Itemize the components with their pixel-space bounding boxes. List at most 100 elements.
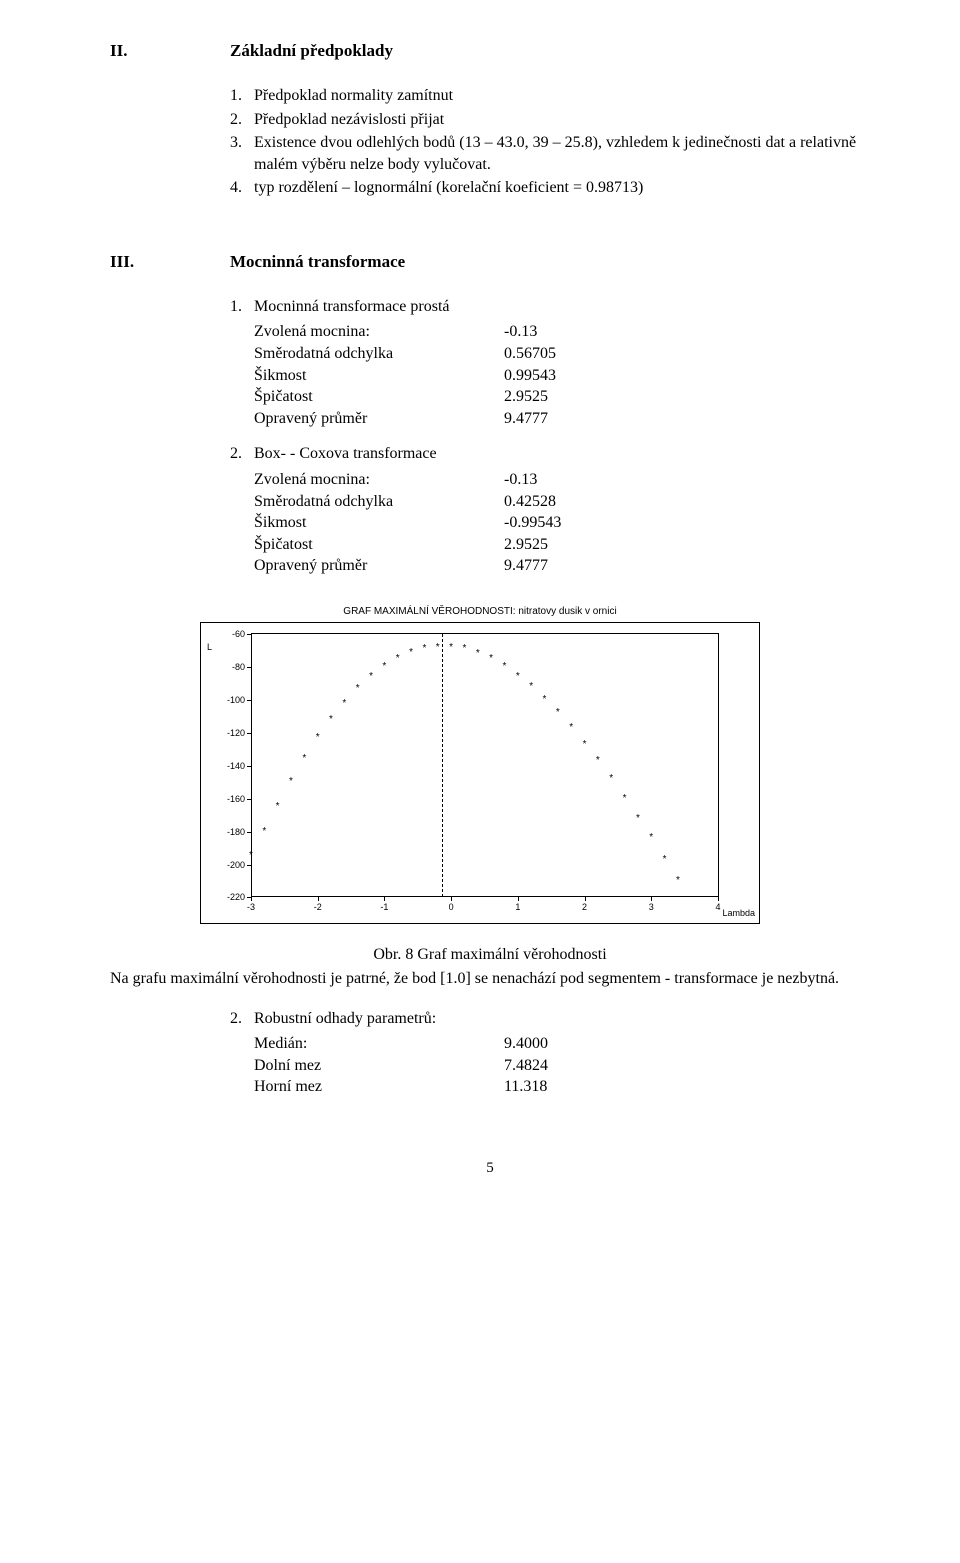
pair-row: Opravený průměr9.4777 [254, 555, 870, 577]
y-tick-label: -220 [227, 891, 245, 903]
list-item-num: 1. [230, 85, 254, 107]
pair-key: Šikmost [254, 365, 504, 387]
pair-value: 0.56705 [504, 343, 556, 365]
list-item: 3.Existence dvou odlehlých bodů (13 – 43… [230, 132, 870, 175]
list-item-text: Předpoklad nezávislosti přijat [254, 109, 870, 131]
chart-caption: Obr. 8 Graf maximální věrohodnosti [110, 944, 870, 966]
pair-row: Horní mez11.318 [254, 1076, 870, 1098]
x-tick-label: 2 [582, 901, 587, 913]
data-point: * [676, 879, 680, 883]
data-point: * [503, 665, 507, 669]
pair-row: Šikmost0.99543 [254, 365, 870, 387]
data-point: * [396, 657, 400, 661]
pair-key: Zvolená mocnina: [254, 469, 504, 491]
pair-value: -0.99543 [504, 512, 561, 534]
pair-value: 11.318 [504, 1076, 547, 1098]
data-point: * [663, 858, 667, 862]
pair-key: Směrodatná odchylka [254, 491, 504, 513]
data-point: * [649, 836, 653, 840]
data-point: * [462, 647, 466, 651]
list-item-text: typ rozdělení – lognormální (korelační k… [254, 177, 870, 199]
data-point: * [569, 726, 573, 730]
pair-key: Špičatost [254, 386, 504, 408]
list-item-num: 4. [230, 177, 254, 199]
pair-row: Šikmost-0.99543 [254, 512, 870, 534]
robust-title: Robustní odhady parametrů: [254, 1008, 436, 1030]
x-tick [718, 897, 719, 901]
y-tick [247, 733, 251, 734]
y-tick-label: -200 [227, 859, 245, 871]
pair-row: Směrodatná odchylka0.42528 [254, 491, 870, 513]
section-3-sub2: 2. Box- - Coxova transformace [230, 443, 870, 465]
pair-value: 0.42528 [504, 491, 556, 513]
data-point: * [302, 757, 306, 761]
x-tick-label: 4 [715, 901, 720, 913]
sub1-title: Mocninná transformace prostá [254, 296, 449, 318]
y-tick [247, 865, 251, 866]
data-point: * [449, 646, 453, 650]
y-tick-label: -100 [227, 694, 245, 706]
section-3-title: Mocninná transformace [230, 251, 405, 274]
data-point: * [262, 830, 266, 834]
data-point: * [329, 718, 333, 722]
pair-key: Opravený průměr [254, 408, 504, 430]
data-point: * [422, 647, 426, 651]
x-tick [585, 897, 586, 901]
pair-row: Zvolená mocnina:-0.13 [254, 321, 870, 343]
data-point: * [489, 657, 493, 661]
likelihood-chart: GRAF MAXIMÁLNÍ VĚROHODNOSTI: nitratovy d… [200, 605, 760, 925]
section-3-num: III. [110, 251, 230, 274]
list-item-text: Existence dvou odlehlých bodů (13 – 43.0… [254, 132, 870, 175]
pair-value: 9.4777 [504, 555, 548, 577]
pair-value: 9.4000 [504, 1033, 548, 1055]
x-axis-label: Lambda [722, 907, 755, 919]
x-tick-label: -2 [314, 901, 322, 913]
y-tick [247, 799, 251, 800]
x-tick-label: 3 [649, 901, 654, 913]
data-point: * [623, 797, 627, 801]
pair-value: 0.99543 [504, 365, 556, 387]
pair-key: Opravený průměr [254, 555, 504, 577]
robust-num: 2. [230, 1008, 254, 1030]
robust-heading: 2. Robustní odhady parametrů: [230, 1008, 870, 1030]
section-2-title: Základní předpoklady [230, 40, 393, 63]
chart-note: Na grafu maximální věrohodnosti je patrn… [110, 968, 870, 990]
y-tick-label: -140 [227, 760, 245, 772]
list-item-num: 3. [230, 132, 254, 175]
section-2-heading: II. Základní předpoklady [110, 40, 870, 63]
data-point: * [369, 675, 373, 679]
pair-value: 9.4777 [504, 408, 548, 430]
pair-key: Špičatost [254, 534, 504, 556]
list-item: 4.typ rozdělení – lognormální (korelační… [230, 177, 870, 199]
data-point: * [289, 780, 293, 784]
x-tick [251, 897, 252, 901]
pair-row: Špičatost2.9525 [254, 534, 870, 556]
x-tick-label: 1 [515, 901, 520, 913]
y-axis-letter: L [207, 641, 212, 653]
pair-value: 2.9525 [504, 386, 548, 408]
pair-row: Opravený průměr9.4777 [254, 408, 870, 430]
pair-row: Směrodatná odchylka0.56705 [254, 343, 870, 365]
x-tick [518, 897, 519, 901]
pair-value: -0.13 [504, 469, 537, 491]
pair-row: Zvolená mocnina:-0.13 [254, 469, 870, 491]
reference-vline [442, 634, 443, 897]
data-point: * [583, 743, 587, 747]
data-point: * [249, 854, 253, 858]
section-3-heading: III. Mocninná transformace [110, 251, 870, 274]
data-point: * [356, 687, 360, 691]
data-point: * [342, 702, 346, 706]
data-point: * [529, 685, 533, 689]
data-point: * [276, 805, 280, 809]
pair-value: 2.9525 [504, 534, 548, 556]
y-tick-label: -160 [227, 793, 245, 805]
x-axis [251, 896, 718, 897]
data-point: * [609, 777, 613, 781]
data-point: * [516, 675, 520, 679]
sub1-pairs: Zvolená mocnina:-0.13Směrodatná odchylka… [254, 321, 870, 429]
data-point: * [543, 698, 547, 702]
pair-key: Šikmost [254, 512, 504, 534]
x-tick-label: -1 [380, 901, 388, 913]
pair-key: Směrodatná odchylka [254, 343, 504, 365]
pair-key: Medián: [254, 1033, 504, 1055]
